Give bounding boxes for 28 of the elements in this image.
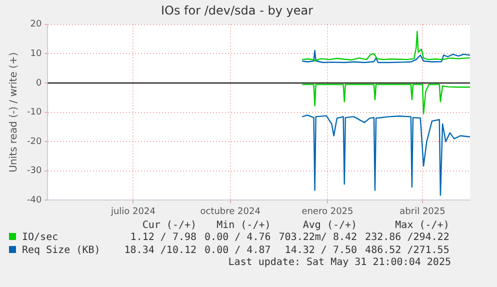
text: 0.00 / 4.76 bbox=[204, 231, 272, 244]
y-tick-label: -40 bbox=[26, 196, 42, 206]
y-tick-label: -30 bbox=[26, 166, 42, 176]
text: 14.32 / 7.50 bbox=[284, 244, 358, 257]
text: 18.34 /10.12 bbox=[123, 244, 198, 257]
x-tick-label: julio 2024 bbox=[110, 206, 156, 217]
text: Min (-/+) bbox=[216, 220, 272, 231]
y-tick-label: 20 bbox=[30, 20, 42, 30]
x-tick-label: abril 2025 bbox=[400, 206, 446, 217]
x-tick-label: octubre 2024 bbox=[200, 206, 261, 217]
y-axis-title: Units read (-) / write (+) bbox=[8, 52, 20, 172]
text: Last update: Sat May 31 21:00:04 2025 bbox=[227, 257, 452, 268]
text: Avg (-/+) bbox=[302, 220, 358, 231]
text: 232.86 /294.22 bbox=[364, 231, 450, 244]
y-tick-label: -20 bbox=[26, 136, 42, 147]
text: 1.12 / 7.98 bbox=[129, 231, 198, 244]
text: 703.22m/ 8.42 bbox=[278, 231, 358, 244]
legend-label: IO/sec bbox=[21, 231, 60, 244]
legend-label: Req Size (KB) bbox=[21, 244, 102, 257]
text: 0.00 / 4.87 bbox=[204, 244, 272, 257]
text: 486.52 /271.55 bbox=[364, 244, 450, 257]
chart-title: IOs for /dev/sda - by year bbox=[160, 3, 314, 18]
y-tick-label: 0 bbox=[36, 78, 42, 88]
x-tick-label: enero 2025 bbox=[302, 206, 354, 217]
y-tick-label: -10 bbox=[26, 108, 42, 118]
y-tick-label: 10 bbox=[30, 49, 42, 60]
text: Max (-/+) bbox=[394, 220, 450, 231]
text: Cur (-/+) bbox=[141, 220, 198, 231]
